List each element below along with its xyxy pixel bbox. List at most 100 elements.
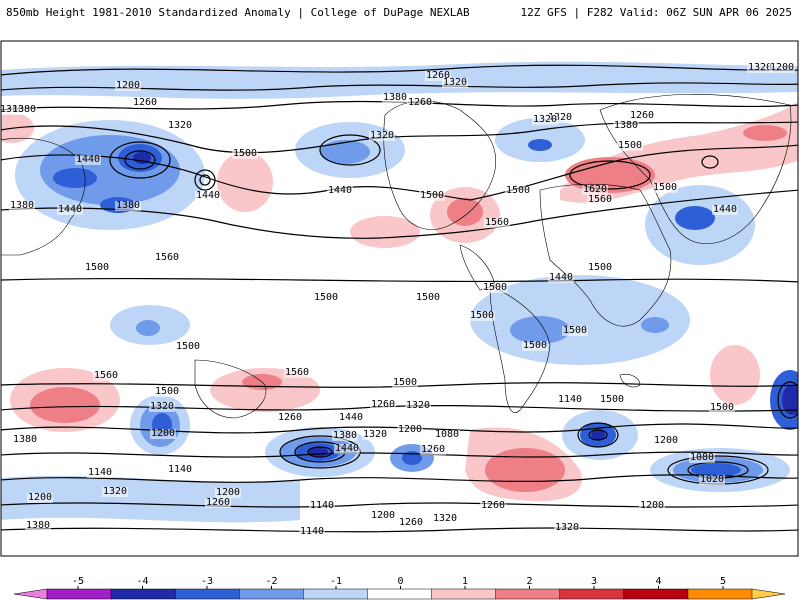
contour-label: 1320 xyxy=(150,401,174,412)
model-run-info: 12Z GFS | F282 Valid: 06Z SUN APR 06 202… xyxy=(520,6,792,19)
contour-label-bg xyxy=(699,475,725,485)
colorbar-tick-label: 2 xyxy=(526,576,532,587)
contour-label-bg xyxy=(334,444,360,454)
contour-label: 1380 xyxy=(383,92,407,103)
contour-label-bg xyxy=(175,342,201,352)
contour-label-bg xyxy=(747,63,773,73)
contour-label-bg xyxy=(332,431,358,441)
contour-label-bg xyxy=(277,413,303,423)
contour-label-bg xyxy=(195,191,221,201)
contour-label: 1140 xyxy=(310,500,334,511)
contour-label: 1260 xyxy=(426,70,450,81)
contour-label-bg xyxy=(547,113,573,123)
contour-label-bg xyxy=(167,465,193,475)
contour-label: 1620 xyxy=(583,184,607,195)
contour-label-bg xyxy=(532,115,558,125)
contour-label-bg xyxy=(284,368,310,378)
contour-label: 1560 xyxy=(94,370,118,381)
contour-label: 1020 xyxy=(700,474,724,485)
contour-label-bg xyxy=(392,378,418,388)
contour-label-bg xyxy=(599,395,625,405)
contour-label: 1500 xyxy=(618,140,642,151)
contour-label-bg xyxy=(215,488,241,498)
colorbar-segment xyxy=(46,588,112,600)
contour-label: 1440 xyxy=(339,412,363,423)
contour-label: 1500 xyxy=(506,185,530,196)
contour-label: 1560 xyxy=(155,252,179,263)
contour-label-bg xyxy=(327,186,353,196)
contour-label: 1500 xyxy=(233,148,257,159)
contour-label-bg xyxy=(369,131,395,141)
contour-labels: 1200126013201260120013801260132013801320… xyxy=(1,62,795,537)
contour-label-bg xyxy=(115,81,141,91)
contour-label: 1440 xyxy=(58,204,82,215)
contour-label: 1500 xyxy=(393,377,417,388)
contour-label: 1200 xyxy=(216,487,240,498)
contour-label-bg xyxy=(419,191,445,201)
height-contours xyxy=(1,64,798,533)
contour-label: 1320 xyxy=(443,77,467,88)
contour-label: 1140 xyxy=(300,526,324,537)
colorbar-segment xyxy=(687,588,753,600)
contour-label: 1320 xyxy=(103,486,127,497)
contour-label: 1260 xyxy=(408,97,432,108)
contour-label: 1320 xyxy=(370,130,394,141)
contour-label: 1440 xyxy=(713,204,737,215)
negative-anomaly-shading xyxy=(1,61,798,523)
contour-label: 1500 xyxy=(588,262,612,273)
contour-label-bg xyxy=(87,468,113,478)
contour-label: 1320 xyxy=(363,429,387,440)
contour-label: 1320 xyxy=(555,522,579,533)
contour-label: 1080 xyxy=(690,452,714,463)
contour-label: 1500 xyxy=(420,190,444,201)
contour-label-bg xyxy=(309,501,335,511)
contour-label: 1140 xyxy=(558,394,582,405)
contour-label-bg xyxy=(382,93,408,103)
contour-label: 1200 xyxy=(770,62,794,73)
contour-label-bg xyxy=(613,121,639,131)
contour-label-bg xyxy=(370,511,396,521)
contour-label-bg xyxy=(362,430,388,440)
colorbar-segment xyxy=(495,588,561,600)
contour-label-bg xyxy=(102,487,128,497)
colorbar-tick-label: -3 xyxy=(201,576,213,587)
map-content: 1200126013201260120013801260132013801320… xyxy=(1,61,798,537)
contour-label-bg xyxy=(557,395,583,405)
contour-label-bg xyxy=(397,425,423,435)
contour-label: 1560 xyxy=(285,367,309,378)
contour-label: 1380 xyxy=(614,120,638,131)
contour-label-bg xyxy=(154,387,180,397)
contour-label: 1260 xyxy=(278,412,302,423)
contour-label-bg xyxy=(548,273,574,283)
contour-label-bg xyxy=(57,205,83,215)
contour-label: 1500 xyxy=(155,386,179,397)
contour-label-bg xyxy=(653,436,679,446)
colorbar-tick-label: 5 xyxy=(720,576,726,587)
contour-label-bg xyxy=(232,149,258,159)
contour-label-bg xyxy=(712,205,738,215)
contour-label: 1500 xyxy=(470,310,494,321)
contour-label: 1500 xyxy=(563,325,587,336)
contour-label-bg xyxy=(398,518,424,528)
contour-label-bg xyxy=(425,71,451,81)
contour-label: 1500 xyxy=(523,340,547,351)
contour-label-bg xyxy=(652,183,678,193)
contour-label-bg xyxy=(420,445,446,455)
contour-label-bg xyxy=(75,155,101,165)
colorbar-segment xyxy=(559,588,625,600)
contour-label: 1260 xyxy=(421,444,445,455)
contour-label: 1500 xyxy=(600,394,624,405)
colorbar-tick-label: -5 xyxy=(72,576,84,587)
contour-label: 1500 xyxy=(176,341,200,352)
contour-label: 1500 xyxy=(710,402,734,413)
colorbar-segment xyxy=(110,588,176,600)
contour-label: 1140 xyxy=(88,467,112,478)
contour-label-bg xyxy=(554,523,580,533)
contour-label: 1140 xyxy=(168,464,192,475)
colorbar-tick-label: 0 xyxy=(397,576,403,587)
contour-label-bg xyxy=(629,111,655,121)
contour-label-bg xyxy=(484,218,510,228)
contour-label: 1200 xyxy=(116,80,140,91)
colorbar-tick-label: -2 xyxy=(265,576,277,587)
